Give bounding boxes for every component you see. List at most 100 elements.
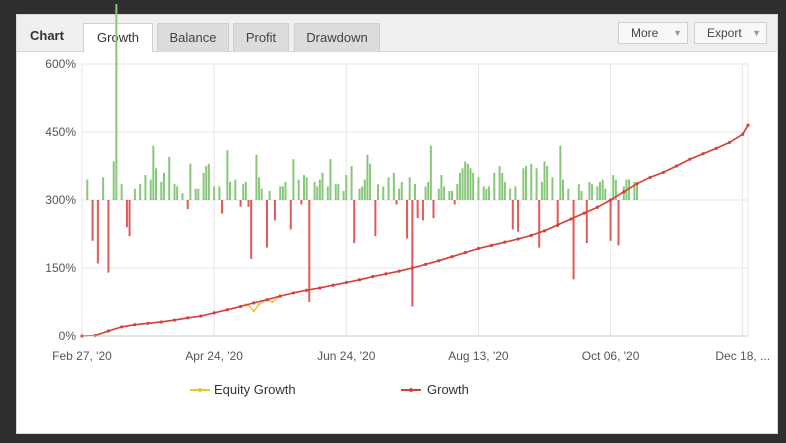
growth-point	[701, 152, 705, 156]
bar-positive	[361, 186, 364, 200]
growth-point	[490, 243, 494, 247]
bar-positive	[144, 175, 147, 200]
bar-negative	[186, 200, 189, 210]
equity-growth-line	[81, 124, 749, 337]
bar-positive	[485, 188, 488, 200]
bar-positive	[535, 168, 538, 200]
bar-positive	[139, 184, 142, 200]
bar-positive	[614, 179, 617, 200]
bar-positive	[303, 175, 305, 200]
growth-line	[81, 124, 749, 337]
export-dropdown[interactable]: Export ▼	[694, 22, 767, 44]
bar-positive	[477, 177, 480, 200]
bar-positive	[482, 186, 485, 200]
bar-positive	[205, 166, 208, 200]
bar-positive	[329, 159, 332, 200]
bar-positive	[424, 186, 427, 200]
legend-equity-marker	[198, 388, 202, 392]
y-tick-label: 450%	[45, 125, 76, 139]
bar-positive	[168, 156, 171, 200]
y-tick-label: 300%	[45, 193, 76, 207]
growth-point	[608, 198, 613, 202]
tab-drawdown[interactable]: Drawdown	[294, 23, 380, 51]
tab-growth[interactable]: Growth	[83, 23, 153, 52]
y-axis: 0% 150% 300% 450% 600%	[45, 57, 76, 343]
bar-negative	[221, 200, 224, 214]
bar-positive	[414, 184, 416, 200]
growth-point	[529, 233, 533, 237]
more-dropdown[interactable]: More ▼	[618, 22, 688, 44]
bar-negative	[421, 200, 424, 221]
bar-positive	[234, 179, 237, 200]
growth-point	[172, 318, 177, 322]
bar-negative	[247, 200, 250, 207]
growth-point	[556, 223, 560, 227]
more-label: More	[631, 26, 659, 40]
growth-point	[661, 170, 666, 174]
bar-negative	[538, 200, 541, 248]
bar-negative	[289, 200, 292, 230]
bar-negative	[416, 200, 419, 219]
bar-positive	[268, 190, 271, 200]
growth-point	[133, 323, 137, 327]
bar-positive	[408, 177, 411, 200]
bar-positive	[429, 145, 432, 200]
bar-negative	[91, 200, 94, 241]
bar-negative	[411, 200, 414, 307]
chart-panel: Chart Growth Balance Profit Drawdown Mor…	[16, 14, 778, 434]
growth-chart: 0% 150% 300% 450% 600% Feb 27, '20 Apr 24, '2…	[45, 4, 770, 397]
growth-point	[199, 314, 203, 318]
bar-positive	[387, 177, 390, 200]
legend-growth-label: Growth	[427, 382, 469, 397]
growth-point	[291, 291, 296, 295]
growth-point	[675, 164, 679, 168]
growth-point	[225, 308, 229, 312]
bar-positive	[596, 186, 599, 200]
bar-positive	[493, 172, 496, 200]
bar-positive	[181, 193, 184, 200]
x-tick-label: Aug 13, '20	[448, 349, 509, 363]
bar-negative	[273, 200, 276, 221]
bar-positive	[514, 186, 517, 200]
bar-positive	[472, 172, 475, 200]
bar-positive	[612, 175, 615, 200]
bar-negative	[617, 200, 620, 246]
growth-point	[357, 278, 362, 282]
growth-point	[265, 298, 269, 302]
bar-positive	[588, 181, 591, 200]
bar-positive	[580, 190, 583, 200]
growth-point	[437, 259, 441, 263]
bar-positive	[458, 172, 461, 200]
bar-positive	[559, 145, 562, 200]
equity-growth-point	[252, 309, 255, 313]
y-tick-label: 600%	[45, 57, 76, 71]
bar-positive	[342, 190, 345, 200]
bar-negative	[308, 200, 311, 302]
bar-positive	[456, 184, 459, 200]
bar-negative	[453, 200, 456, 205]
bar-positive	[326, 186, 329, 200]
bar-positive	[503, 181, 506, 200]
bar-positive	[464, 161, 467, 200]
bar-positive	[244, 181, 247, 200]
growth-point	[569, 217, 573, 221]
bar-positive	[358, 188, 361, 200]
x-tick-label: Jun 24, '20	[317, 349, 376, 363]
bar-negative	[128, 200, 131, 237]
bar-positive	[498, 166, 501, 200]
bar-positive	[366, 154, 369, 200]
growth-point	[252, 301, 256, 305]
bar-positive	[337, 184, 340, 200]
tab-profit[interactable]: Profit	[233, 23, 289, 51]
bar-positive	[152, 145, 155, 200]
growth-point	[120, 325, 124, 329]
bar-positive	[525, 166, 527, 200]
bar-positive	[562, 179, 564, 200]
equity-growth-point	[257, 303, 261, 306]
growth-point	[450, 255, 454, 259]
growth-point	[463, 250, 467, 255]
growth-point	[727, 140, 732, 145]
bar-negative	[300, 200, 303, 205]
tab-balance[interactable]: Balance	[157, 23, 229, 51]
